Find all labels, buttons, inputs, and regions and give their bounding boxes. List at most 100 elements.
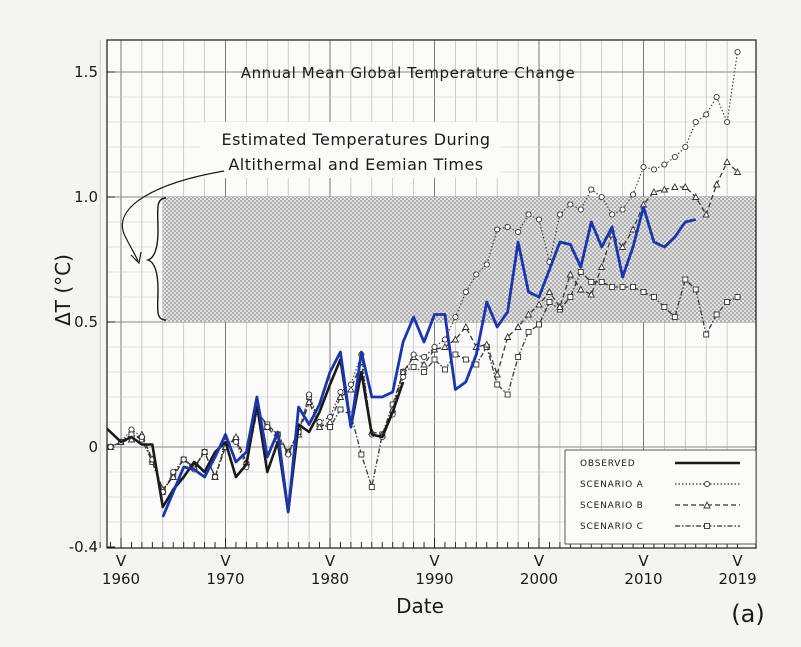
x-v-marker: V <box>534 552 545 570</box>
data-point-scenario-c <box>577 269 584 275</box>
chart-title: Annual Mean Global Temperature Change <box>241 64 576 82</box>
data-point-scenario-c <box>651 294 657 300</box>
data-point-scenario-a <box>232 438 239 446</box>
legend-label-observed: OBSERVED <box>580 459 635 469</box>
note-arrow <box>121 170 225 262</box>
data-point-scenario-a <box>337 388 344 396</box>
data-point-scenario-b <box>305 398 313 405</box>
x-tick-label: 1980 <box>311 570 349 588</box>
data-point-scenario-a <box>107 443 114 451</box>
data-point-scenario-b <box>336 393 345 400</box>
legend-marker-scenario-a <box>704 481 710 487</box>
data-point-scenario-a <box>306 391 313 398</box>
data-point-scenario-c <box>546 299 553 305</box>
x-v-marker: V <box>429 552 440 570</box>
data-point-scenario-a <box>692 118 699 126</box>
legend-label-scenario-c: SCENARIO C <box>580 522 644 532</box>
data-point-scenario-c <box>442 366 448 373</box>
data-point-scenario-c <box>358 451 365 458</box>
data-point-scenario-b <box>577 285 585 293</box>
data-point-scenario-a <box>577 206 584 213</box>
data-point-scenario-b <box>691 193 700 200</box>
data-point-scenario-b <box>462 323 470 330</box>
data-point-scenario-a <box>609 211 616 218</box>
data-point-scenario-c <box>703 331 710 338</box>
legend-label-scenario-a: SCENARIO A <box>580 480 644 490</box>
data-point-scenario-c <box>410 364 417 370</box>
data-point-scenario-a <box>588 186 595 193</box>
x-v-marker: V <box>116 552 127 570</box>
data-point-scenario-c <box>368 484 375 490</box>
data-point-scenario-c <box>619 284 626 290</box>
data-point-scenario-b <box>556 303 564 310</box>
data-point-scenario-c <box>734 294 741 300</box>
legend-marker-scenario-b <box>703 500 711 509</box>
data-point-scenario-a <box>504 223 511 231</box>
data-point-scenario-c <box>421 369 427 375</box>
note-background <box>200 122 500 178</box>
legend-marker-scenario-c <box>704 523 710 529</box>
data-point-scenario-c <box>327 424 333 430</box>
data-point-scenario-a <box>661 161 668 168</box>
data-point-scenario-b <box>420 360 428 368</box>
data-point-scenario-b <box>169 473 178 480</box>
data-point-scenario-b <box>671 183 679 190</box>
data-point-scenario-c <box>609 284 616 290</box>
data-point-scenario-b <box>451 335 460 343</box>
data-point-scenario-a <box>400 373 407 381</box>
data-point-scenario-c <box>671 314 678 320</box>
x-v-marker: V <box>325 552 336 570</box>
data-point-scenario-a <box>264 423 271 431</box>
data-point-scenario-b <box>681 183 690 190</box>
data-point-scenario-a <box>316 418 323 426</box>
data-point-scenario-a <box>640 163 647 171</box>
data-point-scenario-a <box>452 313 459 321</box>
y-tick-label: 0 <box>88 438 98 456</box>
x-tick-label: 2019 <box>718 570 756 588</box>
data-point-scenario-c <box>462 356 469 363</box>
data-point-scenario-c <box>661 304 668 310</box>
data-point-scenario-a <box>703 111 710 118</box>
note-arrowhead <box>130 251 142 265</box>
series-layer <box>107 48 742 518</box>
legend: OBSERVED SCENARIO A SCENARIO B SCENARIO … <box>564 449 757 545</box>
data-point-scenario-b <box>326 418 334 425</box>
data-point-scenario-c <box>588 279 595 285</box>
data-point-scenario-a <box>535 216 543 223</box>
data-point-scenario-a <box>473 271 480 278</box>
data-point-scenario-b <box>315 423 324 430</box>
data-point-scenario-b <box>618 243 627 250</box>
data-point-scenario-a <box>420 353 428 361</box>
y-axis-title: ΔT (°C) <box>51 254 75 326</box>
data-point-scenario-b <box>733 168 742 175</box>
x-tick-label: 1960 <box>102 570 140 588</box>
data-point-scenario-c <box>525 329 532 335</box>
data-point-scenario-b <box>587 290 596 298</box>
data-point-scenario-b <box>566 270 575 278</box>
altithermal-eemian-band <box>162 197 757 322</box>
data-point-scenario-a <box>515 228 522 236</box>
y-tick-label: 1.5 <box>74 63 98 81</box>
y-tick-label: -0.4 <box>69 538 98 556</box>
data-point-scenario-a <box>285 451 292 458</box>
data-point-scenario-a <box>682 143 689 151</box>
band-note-line1: Estimated Temperatures During <box>222 130 491 149</box>
data-point-scenario-c <box>598 279 605 285</box>
data-point-scenario-a <box>671 153 678 161</box>
data-point-scenario-c <box>682 276 689 283</box>
data-point-scenario-b <box>545 288 554 295</box>
legend-label-scenario-b: SCENARIO B <box>580 501 644 511</box>
data-point-scenario-a <box>211 473 219 481</box>
data-point-scenario-b <box>723 158 731 165</box>
data-point-scenario-c <box>713 311 720 318</box>
data-point-scenario-c <box>431 356 438 363</box>
data-point-scenario-a <box>630 191 637 198</box>
data-point-scenario-a <box>567 201 574 208</box>
data-point-scenario-b <box>493 370 501 378</box>
data-point-scenario-b <box>712 180 721 188</box>
x-axis-title: Date <box>396 594 444 618</box>
data-point-scenario-b <box>702 210 710 218</box>
data-point-scenario-a <box>180 456 187 463</box>
x-tick-label: 1990 <box>415 570 453 588</box>
